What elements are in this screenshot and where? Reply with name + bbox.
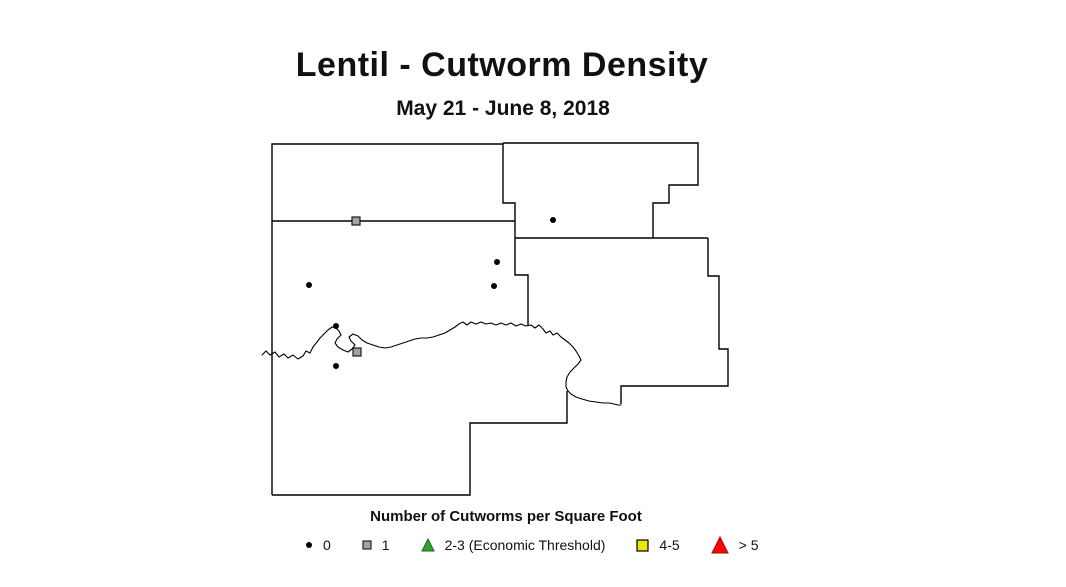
legend-item-0: 0 [304,537,331,553]
legend-triangle-icon [420,537,435,552]
map-point-count-0 [333,363,339,369]
triangle-marker-icon [420,537,435,552]
county-outline-east [620,238,729,404]
map-point-count-0 [491,283,497,289]
legend: 0 1 2-3 (Economic Threshold) 4-5 > 5 [304,535,759,555]
map-point-count-1 [351,216,361,226]
county-outlines [261,142,729,496]
county-outline-west-top [271,143,503,495]
legend-item-label: 2-3 (Economic Threshold) [444,537,606,553]
map-data-points [306,216,556,369]
legend-square-icon [636,538,650,552]
triangle-marker-icon [710,535,729,554]
legend-item-label: > 5 [738,537,759,553]
legend-item-3: 4-5 [635,537,680,553]
legend-item-2: 2-3 (Economic Threshold) [420,537,606,553]
map-point-count-1 [352,347,362,357]
square-marker-icon [362,540,372,550]
county-outline-south [272,391,568,496]
county-divider-vertical [502,143,529,326]
date-range-subtitle: May 21 - June 8, 2018 [396,97,610,120]
legend-title: Number of Cutworms per Square Foot [370,508,642,525]
legend-item-label: 1 [381,537,390,553]
map-point-count-0 [306,282,312,288]
legend-item-4: > 5 [710,535,759,555]
map-svg [261,142,729,496]
river-boundary-line [261,321,622,406]
square-marker-icon [636,538,650,552]
county-outline-northeast [503,142,699,238]
map-point-count-0 [494,259,500,265]
map-point-count-0 [333,323,339,329]
legend-triangle-icon [710,535,729,554]
legend-item-label: 0 [323,537,331,553]
map-point-count-0 [550,217,556,223]
page-title: Lentil - Cutworm Density [295,46,709,84]
legend-item-1: 1 [361,537,390,553]
legend-dot-icon [306,542,312,548]
dot-marker-icon [306,542,312,548]
legend-item-label: 4-5 [659,537,680,553]
legend-square-icon [362,540,372,550]
county-map [250,138,740,500]
